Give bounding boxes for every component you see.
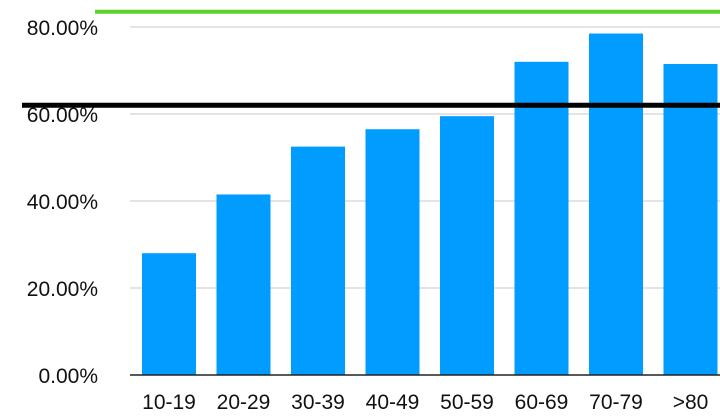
reference-lines — [22, 9, 720, 108]
y-tick-label: 60.00% — [27, 104, 98, 127]
bar-6069 — [514, 61, 569, 376]
bar-2029 — [216, 194, 271, 375]
bar-1019 — [142, 253, 196, 375]
x-tick-label: 60-69 — [515, 391, 569, 414]
bar-7079 — [589, 33, 643, 376]
x-tick-label: 70-79 — [589, 391, 643, 414]
x-tick-label: 40-49 — [366, 391, 420, 414]
bar-5059 — [440, 116, 494, 376]
x-tick-label: >80 — [673, 391, 709, 414]
bar-4049 — [365, 129, 420, 375]
y-tick-label: 40.00% — [27, 191, 98, 214]
y-tick-label: 20.00% — [27, 278, 98, 301]
x-axis-tick-labels: 10-19 20-29 30-39 40-49 50-59 60-69 70-79 >80 — [142, 391, 708, 414]
y-tick-label: 80.00% — [27, 17, 98, 40]
y-tick-label: 0.00% — [38, 365, 98, 388]
bars — [142, 33, 718, 376]
x-tick-label: 30-39 — [291, 391, 345, 414]
x-tick-label: 10-19 — [142, 391, 196, 414]
y-axis-tick-labels: 0.00% 20.00% 40.00% 60.00% 80.00% — [27, 17, 98, 388]
x-tick-label: 20-29 — [217, 391, 271, 414]
bar-80 — [663, 63, 718, 375]
bar-3039 — [291, 146, 345, 375]
x-tick-label: 50-59 — [440, 391, 494, 414]
